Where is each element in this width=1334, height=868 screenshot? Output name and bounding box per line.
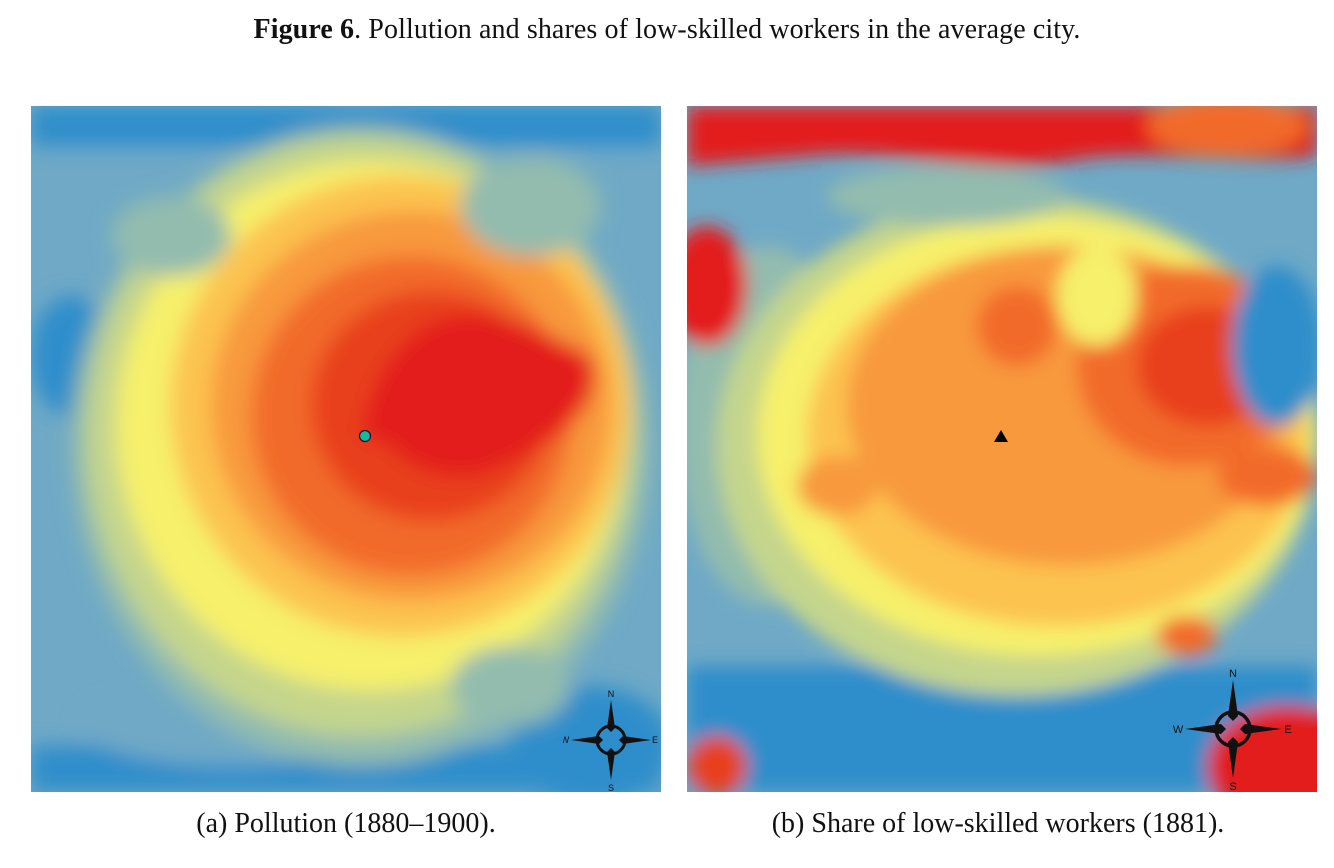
compass-e: E: [652, 735, 658, 745]
compass-s: S: [1229, 781, 1236, 792]
figure-label: Figure 6: [253, 14, 355, 45]
caption-a: (a) Pollution (1880–1900).: [196, 808, 496, 839]
figure-title-text: . Pollution and shares of low-skilled wo…: [354, 14, 1081, 45]
compass-w: W: [563, 735, 570, 745]
compass-n: N: [608, 689, 615, 699]
compass-e: E: [1284, 724, 1291, 736]
compass-w: W: [1173, 724, 1184, 736]
city-center-marker: [358, 429, 372, 443]
low-skilled-heatmap: [687, 106, 1317, 792]
figure-title: Figure 6. Pollution and shares of low-sk…: [0, 14, 1334, 46]
caption-b: (b) Share of low-skilled workers (1881).: [771, 808, 1225, 839]
pollution-map-panel: N S W E: [31, 106, 661, 792]
low-skilled-map-panel: N S W E: [687, 106, 1317, 792]
compass-s: S: [608, 783, 614, 792]
compass-n: N: [1229, 668, 1237, 680]
compass-rose-icon: N S W E: [1173, 668, 1292, 792]
compass-rose-icon: N S W E: [563, 689, 658, 792]
city-center-marker: [994, 430, 1008, 442]
